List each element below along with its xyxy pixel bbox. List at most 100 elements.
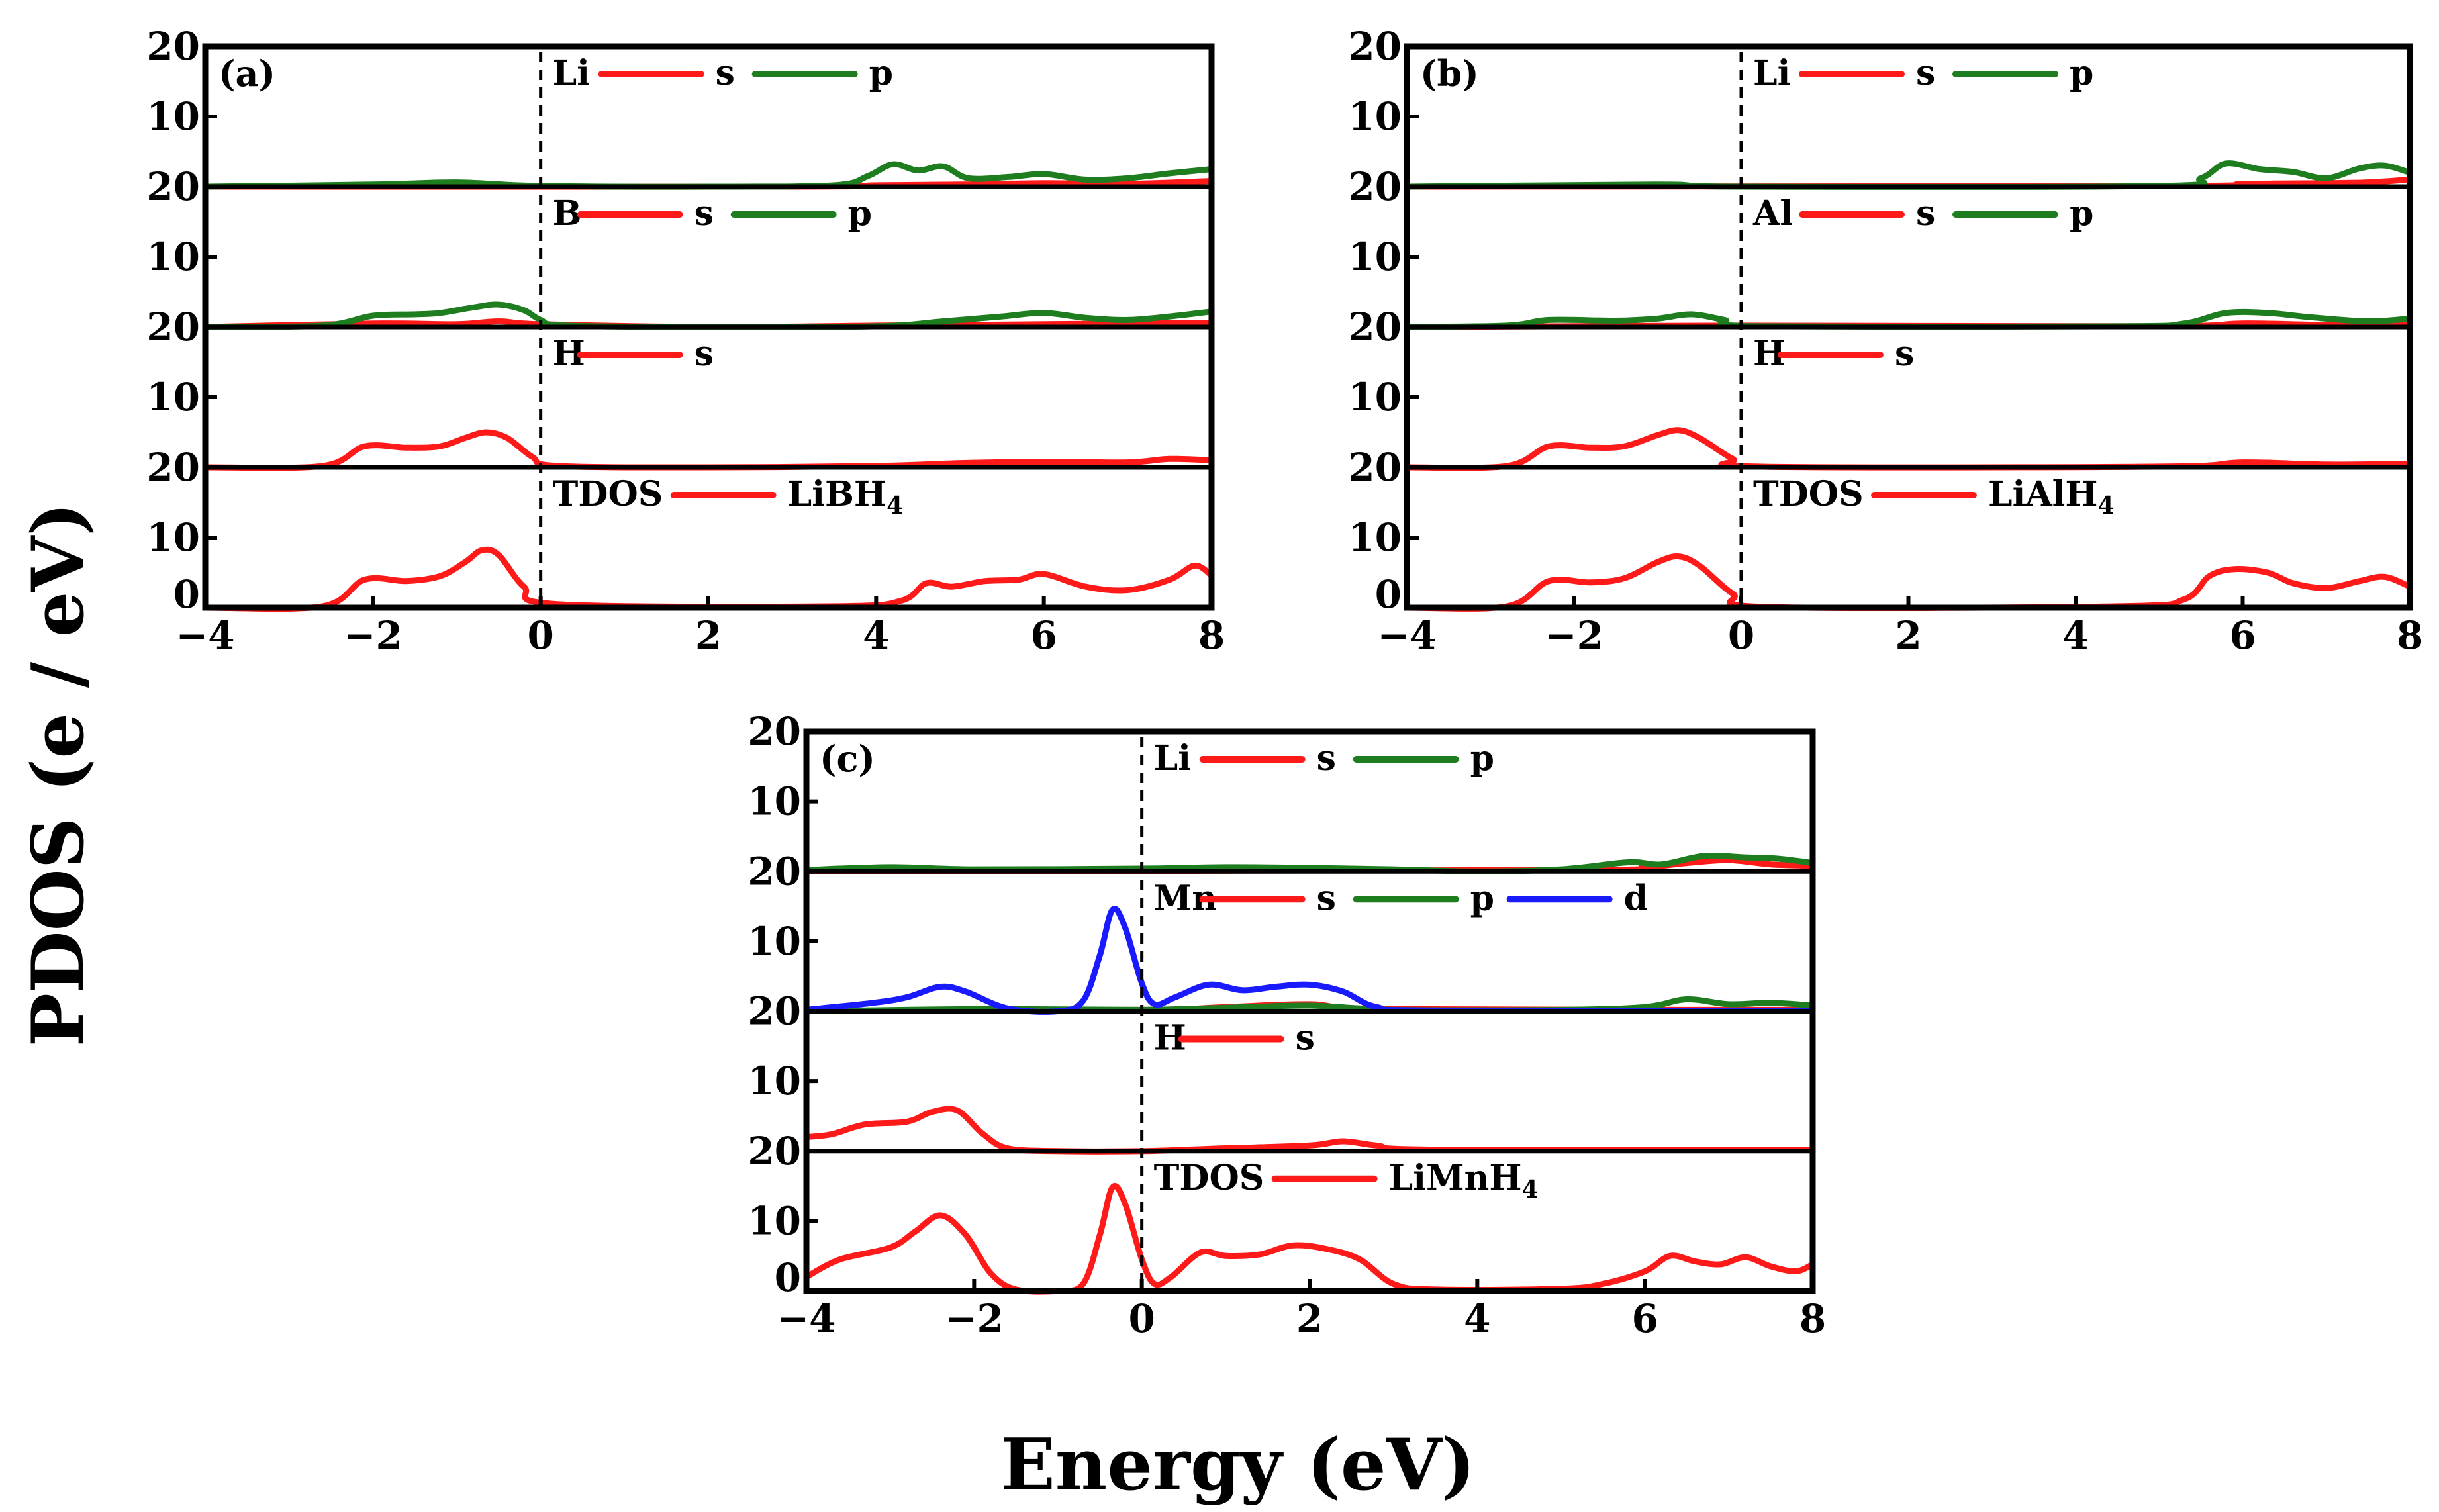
x-tick-label: 0	[527, 613, 553, 658]
legend-label-s: s	[1895, 334, 1914, 374]
x-tick-label: 2	[1895, 613, 1921, 658]
y-tick-label: 20	[146, 24, 200, 69]
y-tick-label: 20	[747, 849, 801, 894]
panel-label: (a)	[218, 52, 275, 95]
legend-element-label: Li	[1154, 738, 1191, 779]
y-tick-label: 20	[146, 305, 200, 350]
x-tick-label: −2	[344, 613, 403, 658]
y-tick-label: 10	[1348, 515, 1402, 560]
legend-label-s: s	[694, 193, 714, 234]
curve-li-p	[803, 853, 1816, 874]
y-axis-title: PDOS (e / eV)	[17, 502, 100, 1047]
y-tick-label: 10	[747, 779, 801, 824]
legend-label-libh: LiBH4	[788, 474, 903, 520]
x-axis-title: Energy (eV)	[1000, 1423, 1475, 1507]
x-tick-label: −4	[777, 1296, 836, 1341]
y-tick-label: 20	[747, 1129, 801, 1174]
legend-label-p: p	[848, 193, 872, 234]
legend-subscript: 4	[2098, 492, 2115, 520]
legend-element-label: Al	[1752, 193, 1793, 234]
legend-label-p: p	[869, 53, 893, 93]
y-tick-label: 20	[747, 709, 801, 754]
legend-element-label: B	[553, 193, 582, 234]
y-tick-label: 20	[747, 989, 801, 1034]
y-tick-label: 20	[146, 445, 200, 490]
legend-label-p: p	[2070, 53, 2093, 93]
y-tick-label: 10	[146, 375, 200, 420]
x-tick-label: 6	[1030, 613, 1057, 658]
legend-element-label: Li	[1753, 53, 1790, 93]
curve-li-p	[202, 161, 1215, 190]
panel-label: (b)	[1420, 52, 1479, 95]
x-tick-label: 4	[1464, 1296, 1490, 1341]
y-tick-label: 0	[1375, 572, 1402, 617]
legend-label-s: s	[1296, 1018, 1315, 1059]
legend-label-lialh: LiAlH4	[1988, 474, 2115, 520]
legend-label-s: s	[1317, 878, 1336, 918]
y-tick-label: 20	[1348, 24, 1402, 69]
subplot-b: 20 10 B s p	[146, 164, 1215, 330]
subplot-tdos: 20 10 0 TDOS LiAlH4	[1348, 445, 2413, 617]
x-tick-label: 2	[695, 613, 722, 658]
y-tick-label: 20	[146, 164, 200, 209]
y-tick-label: 10	[747, 1059, 801, 1104]
legend-label-s: s	[694, 334, 714, 374]
legend-label-s: s	[1916, 53, 1935, 93]
legend-element-label: TDOS	[1154, 1158, 1265, 1198]
y-tick-label: 20	[1348, 164, 1402, 209]
x-tick-label: 8	[1198, 613, 1225, 658]
legend-label-p: p	[1470, 878, 1494, 918]
x-tick-label: 2	[1296, 1296, 1323, 1341]
y-tick-label: 10	[747, 1198, 801, 1243]
y-tick-label: 0	[173, 572, 200, 617]
y-tick-label: 10	[146, 515, 200, 560]
x-tick-label: 8	[2397, 613, 2423, 658]
curve-mn-d	[803, 906, 1816, 1015]
legend-subscript: 4	[886, 492, 903, 520]
curve-h-s	[202, 429, 1215, 471]
y-tick-label: 10	[1348, 375, 1402, 420]
subplot-tdos: 20 10 0 TDOS LiBH4	[146, 445, 1215, 617]
subplot-al: 20 10 Al s p	[1348, 164, 2413, 330]
y-tick-label: 10	[146, 234, 200, 279]
legend-label-s: s	[1916, 193, 1935, 234]
curve-h-s	[1404, 427, 2413, 471]
x-tick-label: −2	[1545, 613, 1603, 658]
legend-element-label: TDOS	[553, 474, 663, 514]
y-tick-label: 10	[747, 919, 801, 964]
x-tick-label: 6	[1631, 1296, 1658, 1341]
x-tick-label: 8	[1799, 1296, 1826, 1341]
y-tick-label: 10	[1348, 94, 1402, 139]
legend-label-s: s	[716, 53, 735, 93]
legend-element-label: Li	[553, 53, 590, 93]
legend-label-p: p	[2070, 193, 2093, 234]
curve-h-s	[803, 1106, 1816, 1155]
x-tick-label: 0	[1728, 613, 1754, 658]
legend-label-s: s	[1317, 738, 1336, 779]
legend-subscript: 4	[1521, 1176, 1538, 1204]
y-tick-label: 0	[775, 1255, 801, 1300]
curve-tdos-limnh4	[803, 1183, 1816, 1295]
x-tick-label: −4	[176, 613, 235, 658]
legend-element-label: TDOS	[1753, 474, 1864, 514]
x-tick-label: −2	[945, 1296, 1004, 1341]
x-tick-label: −4	[1378, 613, 1437, 658]
y-tick-label: 20	[1348, 305, 1402, 350]
x-tick-label: 6	[2229, 613, 2256, 658]
legend-label-d: d	[1624, 878, 1648, 918]
panel-label: (c)	[820, 737, 875, 780]
x-tick-label: 4	[863, 613, 889, 658]
y-tick-label: 20	[1348, 445, 1402, 490]
y-tick-label: 10	[146, 94, 200, 139]
legend-label-p: p	[1470, 738, 1494, 779]
y-tick-label: 10	[1348, 234, 1402, 279]
